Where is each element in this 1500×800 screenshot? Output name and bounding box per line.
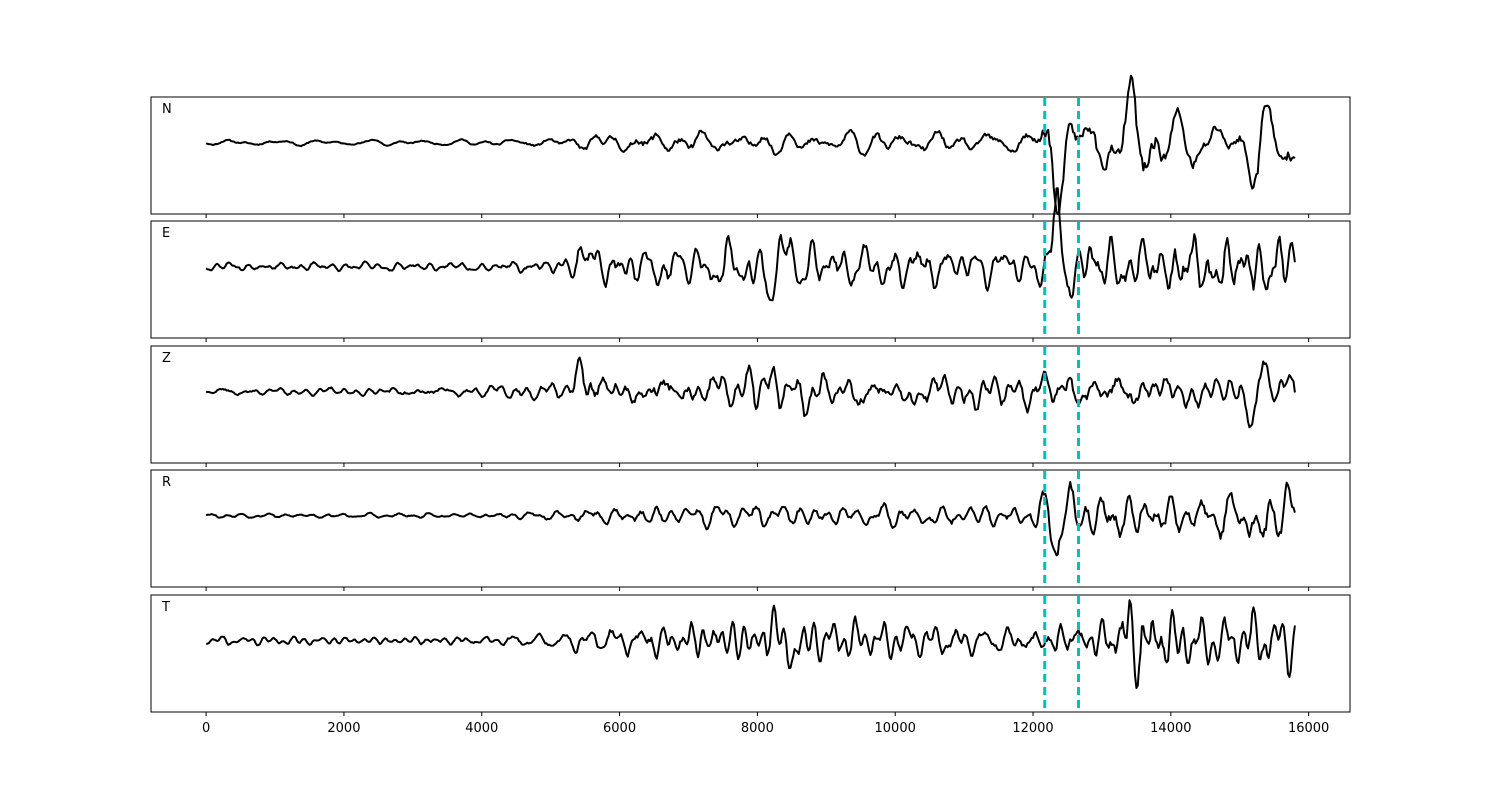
panel-frame (150, 220, 1351, 339)
x-axis: 0 2000 4000 6000 8000 10000 12000 14000 16000 (202, 721, 1329, 736)
panel-r: R (150, 469, 1351, 591)
waveform-e (205, 187, 1296, 302)
waveform-r (205, 481, 1296, 557)
x-tick-label: 0 (202, 721, 210, 736)
panel-t: T (150, 594, 1351, 716)
x-tick-label: 16000 (1288, 721, 1329, 736)
panel-n: N (150, 74, 1351, 218)
panel-z: Z (150, 345, 1351, 467)
panel-e: E (150, 187, 1351, 342)
channel-label: Z (162, 351, 171, 366)
x-tick-label: 4000 (465, 721, 498, 736)
waveform-n (205, 74, 1296, 216)
panel-frame (150, 469, 1351, 588)
waveform-t (206, 599, 1296, 689)
channel-label: E (162, 226, 170, 241)
panels-group: N E Z R T (150, 74, 1351, 716)
channel-label: T (161, 600, 170, 615)
channel-label: N (162, 102, 172, 117)
x-tick-label: 8000 (741, 721, 774, 736)
panel-frame (150, 96, 1351, 215)
channel-label: R (162, 475, 171, 490)
panel-frame (150, 345, 1351, 464)
waveform-z (205, 356, 1296, 429)
x-tick-label: 10000 (875, 721, 916, 736)
x-tick-label: 6000 (603, 721, 636, 736)
x-tick-label: 12000 (1012, 721, 1053, 736)
x-tick-label: 2000 (327, 721, 360, 736)
x-tick-label: 14000 (1150, 721, 1191, 736)
panel-frame (150, 594, 1351, 713)
